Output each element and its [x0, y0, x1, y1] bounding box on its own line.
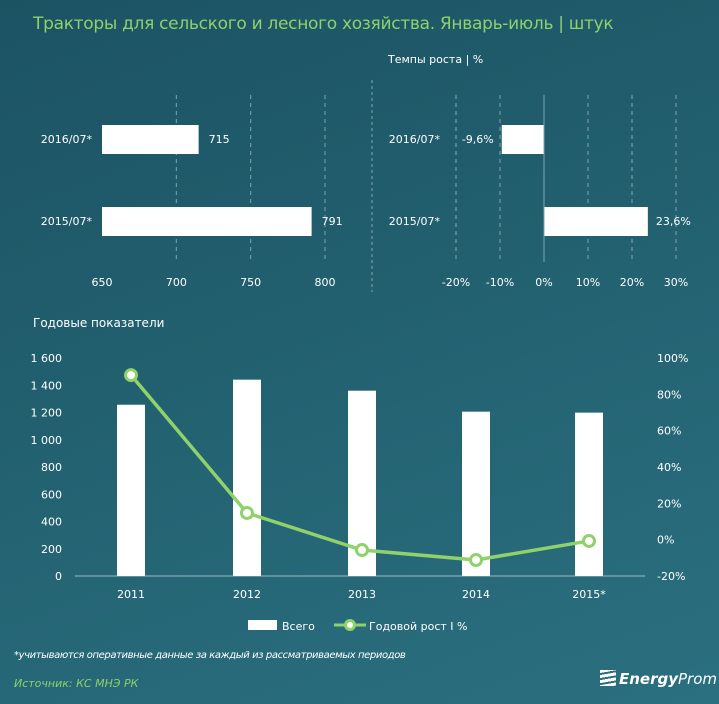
x-tick-label: 2013 — [348, 588, 376, 601]
value-label: 23,6% — [656, 215, 691, 228]
x-tick-label: 800 — [315, 276, 336, 289]
bar — [102, 207, 312, 236]
x-tick-label: 2014 — [462, 588, 490, 601]
y-left-tick-label: 1 000 — [31, 434, 63, 447]
y-right-tick-label: 80% — [657, 388, 681, 401]
source: Источник: КС МНЭ РК — [14, 677, 139, 690]
legend-swatch-total — [248, 620, 277, 630]
y-left-tick-label: 1 200 — [31, 407, 63, 420]
y-left-tick-label: 0 — [55, 570, 62, 583]
subchart-title: Годовые показатели — [33, 316, 164, 330]
y-right-tick-label: -20% — [657, 570, 685, 583]
growth-point — [469, 553, 483, 568]
energyprom-logo-icon — [600, 670, 616, 686]
y-left-tick-label: 200 — [41, 543, 62, 556]
category-label: 2015/07* — [41, 215, 93, 228]
y-left-tick-label: 600 — [41, 488, 62, 501]
category-label: 2016/07* — [41, 133, 93, 146]
growth-point — [240, 505, 254, 520]
legend-label-growth: Годовой рост I % — [369, 620, 468, 633]
x-tick-label: 20% — [620, 276, 644, 289]
value-label: 791 — [322, 215, 343, 228]
x-tick-label: 650 — [92, 276, 113, 289]
subchart-title: Темпы роста | % — [387, 53, 483, 66]
growth-point — [582, 533, 596, 548]
x-tick-label: 750 — [240, 276, 261, 289]
footnote: *учитываются оперативные данные за кажды… — [14, 650, 406, 661]
category-label: 2016/07* — [389, 133, 441, 146]
x-tick-label: 700 — [166, 276, 187, 289]
bar — [501, 125, 544, 154]
x-tick-label: 2011 — [117, 588, 145, 601]
value-label: 715 — [209, 133, 230, 146]
x-tick-label: 0% — [535, 276, 552, 289]
bar — [544, 207, 648, 236]
growth-point — [124, 368, 138, 383]
y-right-tick-label: 20% — [657, 497, 681, 510]
legend-label-total: Всего — [282, 620, 315, 633]
logo: EnergyProm — [600, 670, 717, 688]
y-right-tick-label: 60% — [657, 425, 681, 438]
growth-point — [355, 543, 369, 558]
y-right-tick-label: 100% — [657, 352, 688, 365]
legend-marker-growth — [344, 619, 356, 631]
x-tick-label: 2015* — [572, 588, 606, 601]
x-tick-label: 2012 — [233, 588, 261, 601]
y-right-tick-label: 0% — [657, 534, 674, 547]
chart-title: Тракторы для сельского и лесного хозяйст… — [33, 14, 614, 34]
logo-bold: Energy — [619, 670, 679, 688]
y-left-tick-label: 800 — [41, 461, 62, 474]
x-tick-label: 10% — [576, 276, 600, 289]
bar — [462, 411, 490, 576]
bar — [117, 404, 145, 576]
logo-light: Prom — [678, 670, 718, 688]
x-tick-label: 30% — [664, 276, 688, 289]
x-tick-label: -20% — [442, 276, 470, 289]
bar — [575, 412, 603, 576]
y-left-tick-label: 1 600 — [31, 352, 63, 365]
bar — [233, 379, 261, 576]
x-tick-label: -10% — [486, 276, 514, 289]
bar — [102, 125, 199, 154]
value-label: -9,6% — [462, 133, 494, 146]
y-left-tick-label: 400 — [41, 516, 62, 529]
y-left-tick-label: 1 400 — [31, 379, 63, 392]
y-right-tick-label: 40% — [657, 461, 681, 474]
category-label: 2015/07* — [389, 215, 441, 228]
